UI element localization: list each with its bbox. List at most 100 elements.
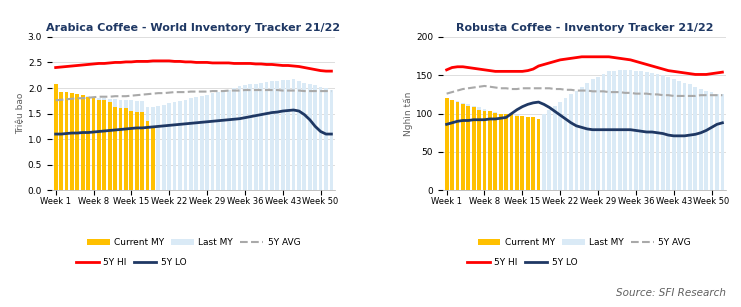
Bar [553,106,556,190]
Bar [286,80,290,190]
Bar [124,100,128,190]
Bar [612,71,617,190]
Bar [639,71,643,190]
Bar [140,112,144,190]
Bar [86,97,90,190]
Bar [102,98,106,190]
Bar [504,114,508,190]
Bar [254,84,258,190]
Bar [140,101,144,190]
Bar [92,98,96,190]
Bar [76,95,79,190]
Bar [482,111,486,190]
Bar [710,92,714,190]
Legend: 5Y HI, 5Y LO: 5Y HI, 5Y LO [467,258,577,267]
Bar [64,93,68,190]
Bar [461,103,465,190]
Bar [97,100,101,190]
Bar [135,111,139,190]
Bar [119,100,122,190]
Bar [124,108,128,190]
Bar [472,106,476,190]
Bar [156,106,160,190]
Bar [276,81,279,190]
Bar [70,94,74,190]
Bar [694,87,697,190]
Bar [248,84,252,190]
Bar [504,114,508,190]
Bar [520,116,524,190]
Bar [222,91,225,190]
Bar [597,77,600,190]
Bar [216,92,220,190]
Bar [319,87,322,190]
Bar [210,93,214,190]
Bar [59,92,63,190]
Bar [520,116,524,190]
Text: Source: SFI Research: Source: SFI Research [617,288,726,298]
Bar [488,111,492,190]
Bar [81,96,84,190]
Bar [531,117,535,190]
Bar [515,116,519,190]
Bar [477,107,481,190]
Bar [585,83,589,190]
Bar [607,71,611,190]
Bar [515,115,519,190]
Bar [313,85,317,190]
Bar [650,73,654,190]
Bar [536,119,540,190]
Bar [591,79,594,190]
Bar [715,94,719,190]
Bar [259,83,263,190]
Bar [661,75,665,190]
Bar [227,90,230,190]
Bar [64,92,68,190]
Bar [151,127,155,190]
Bar [466,106,470,190]
Bar [499,114,502,190]
Bar [189,98,193,190]
Bar [265,82,268,190]
Bar [564,98,568,190]
Bar [580,87,584,190]
Bar [146,121,150,190]
Bar [602,74,605,190]
Bar [482,109,486,190]
Bar [445,98,448,190]
Bar [243,85,247,190]
Bar [76,94,79,190]
Bar [461,103,465,190]
Bar [450,100,454,190]
Bar [173,102,176,190]
Bar [682,83,686,190]
Bar [194,97,198,190]
Bar [548,110,551,190]
Bar [456,101,459,190]
Bar [704,91,708,190]
Bar [450,100,454,190]
Bar [270,81,274,190]
Bar [167,103,171,190]
Bar [531,117,535,190]
Bar [618,70,622,190]
Bar [302,83,306,190]
Bar [54,84,58,190]
Bar [113,99,117,190]
Bar [688,84,692,190]
Bar [130,111,133,190]
Bar [70,93,74,190]
Bar [666,77,670,190]
Bar [466,104,470,190]
Title: Arabica Coffee - World Inventory Tracker 21/22: Arabica Coffee - World Inventory Tracker… [47,23,341,33]
Bar [628,70,632,190]
Bar [200,96,204,190]
Bar [86,96,90,190]
Bar [232,88,236,190]
Bar [146,107,150,190]
Bar [494,113,497,190]
Bar [634,71,638,190]
Bar [510,114,514,190]
Bar [292,79,296,190]
Bar [526,117,530,190]
